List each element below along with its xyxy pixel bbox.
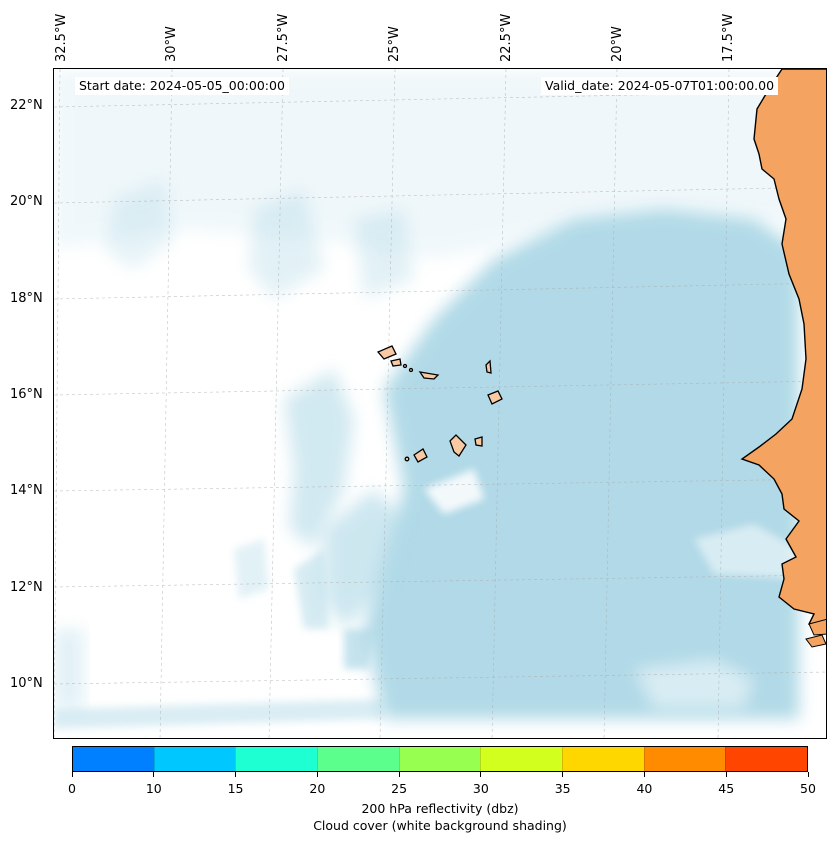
- bijagos-islands: [808, 619, 826, 636]
- lat-label: 20°N: [10, 194, 43, 209]
- lon-label: 32.5°W: [54, 13, 69, 62]
- colorbar-tick: [316, 772, 318, 777]
- lat-label: 14°N: [10, 483, 43, 498]
- colorbar-segment: [398, 747, 481, 771]
- colorbar-segment: [562, 747, 644, 771]
- colorbar-tick: [153, 772, 155, 777]
- cape-verde-islands: [376, 345, 503, 463]
- colorbar-tick: [480, 772, 482, 777]
- colorbar-tick: [725, 772, 727, 777]
- colorbar-tick: [643, 772, 645, 777]
- start-date-label: Start date: 2024-05-05_00:00:00: [75, 77, 289, 95]
- colorbar-segment: [643, 747, 726, 771]
- lat-label: 10°N: [10, 676, 43, 691]
- lon-label: 20°W: [610, 26, 625, 62]
- lat-label: 18°N: [10, 291, 43, 306]
- colorbar-tick: [398, 772, 400, 777]
- colorbar-tick-label: 45: [718, 781, 735, 796]
- colorbar-tick-label: 35: [554, 781, 571, 796]
- cloud-cover-shading: [54, 69, 826, 729]
- map-canvas: [54, 69, 826, 738]
- colorbar-title: 200 hPa reflectivity (dbz): [361, 801, 519, 816]
- colorbar-subtitle: Cloud cover (white background shading): [313, 818, 567, 833]
- colorbar-segment: [317, 747, 399, 771]
- lat-label: 12°N: [10, 580, 43, 595]
- colorbar-tick: [235, 772, 237, 777]
- colorbar-tick: [71, 772, 73, 777]
- colorbar-tick-label: 50: [800, 781, 816, 796]
- map-panel[interactable]: [53, 68, 827, 739]
- colorbar-tick: [807, 772, 809, 777]
- lon-label: 17.5°W: [721, 13, 736, 62]
- lon-label: 22.5°W: [499, 13, 514, 62]
- colorbar-segment: [73, 747, 154, 771]
- lon-label: 27.5°W: [276, 13, 291, 62]
- colorbar-segment: [153, 747, 236, 771]
- lon-label: 25°W: [387, 26, 402, 62]
- graticule: [54, 69, 826, 738]
- colorbar-tick-label: 20: [309, 781, 326, 796]
- colorbar-tick: [562, 772, 564, 777]
- lon-label: 30°W: [164, 26, 179, 62]
- colorbar-segment: [235, 747, 318, 771]
- colorbar-tick-label: 0: [68, 781, 76, 796]
- valid-date-label: Valid_date: 2024-05-07T01:00:00.00: [541, 77, 779, 95]
- colorbar-segment: [480, 747, 563, 771]
- colorbar-tick-label: 25: [391, 781, 408, 796]
- colorbar-tick-label: 30: [472, 781, 489, 796]
- lat-label: 22°N: [10, 98, 43, 113]
- bijagos-islands: [805, 634, 826, 648]
- colorbar-tick-label: 40: [636, 781, 653, 796]
- colorbar: [72, 746, 808, 772]
- lat-label: 16°N: [10, 387, 43, 402]
- colorbar-tick-label: 15: [227, 781, 244, 796]
- africa-landmass: [740, 69, 826, 630]
- colorbar-tick-label: 10: [145, 781, 162, 796]
- colorbar-segment: [725, 747, 808, 771]
